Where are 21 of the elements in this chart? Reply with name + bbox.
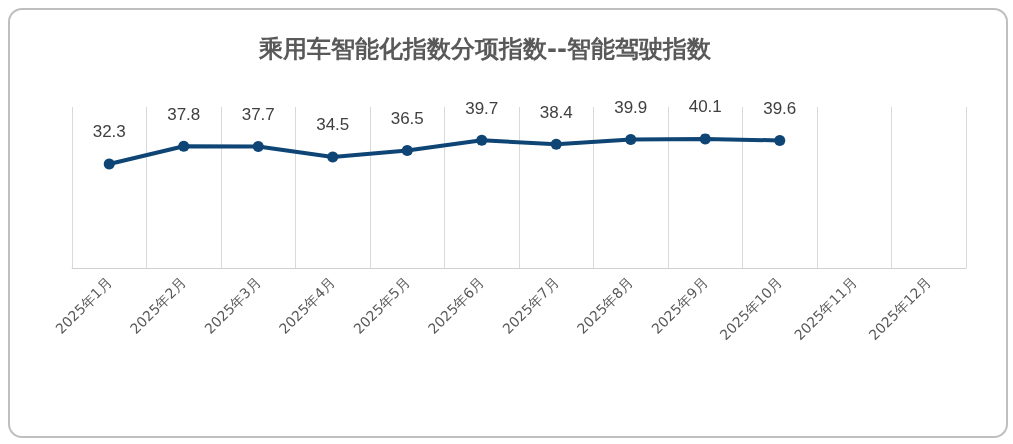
- data-label: 37.7: [241, 105, 275, 125]
- point: [401, 144, 413, 156]
- point: [103, 158, 115, 170]
- data-label: 40.1: [688, 97, 722, 117]
- data-label: 38.4: [539, 102, 573, 122]
- data-label: 32.3: [92, 122, 126, 142]
- point: [774, 134, 786, 146]
- data-label: 37.8: [167, 104, 201, 124]
- data-label: 39.7: [465, 98, 499, 118]
- point: [252, 141, 264, 153]
- chart-title: 乘用车智能化指数分项指数--智能驾驶指数: [258, 35, 712, 63]
- data-label: 34.5: [316, 115, 350, 135]
- point: [625, 134, 637, 146]
- point: [550, 138, 562, 150]
- point: [178, 140, 190, 152]
- data-label: 39.9: [614, 98, 648, 118]
- data-label: 36.5: [390, 108, 424, 128]
- data-label: 39.6: [763, 98, 797, 118]
- point: [699, 133, 711, 145]
- point: [476, 134, 488, 146]
- point: [327, 151, 339, 163]
